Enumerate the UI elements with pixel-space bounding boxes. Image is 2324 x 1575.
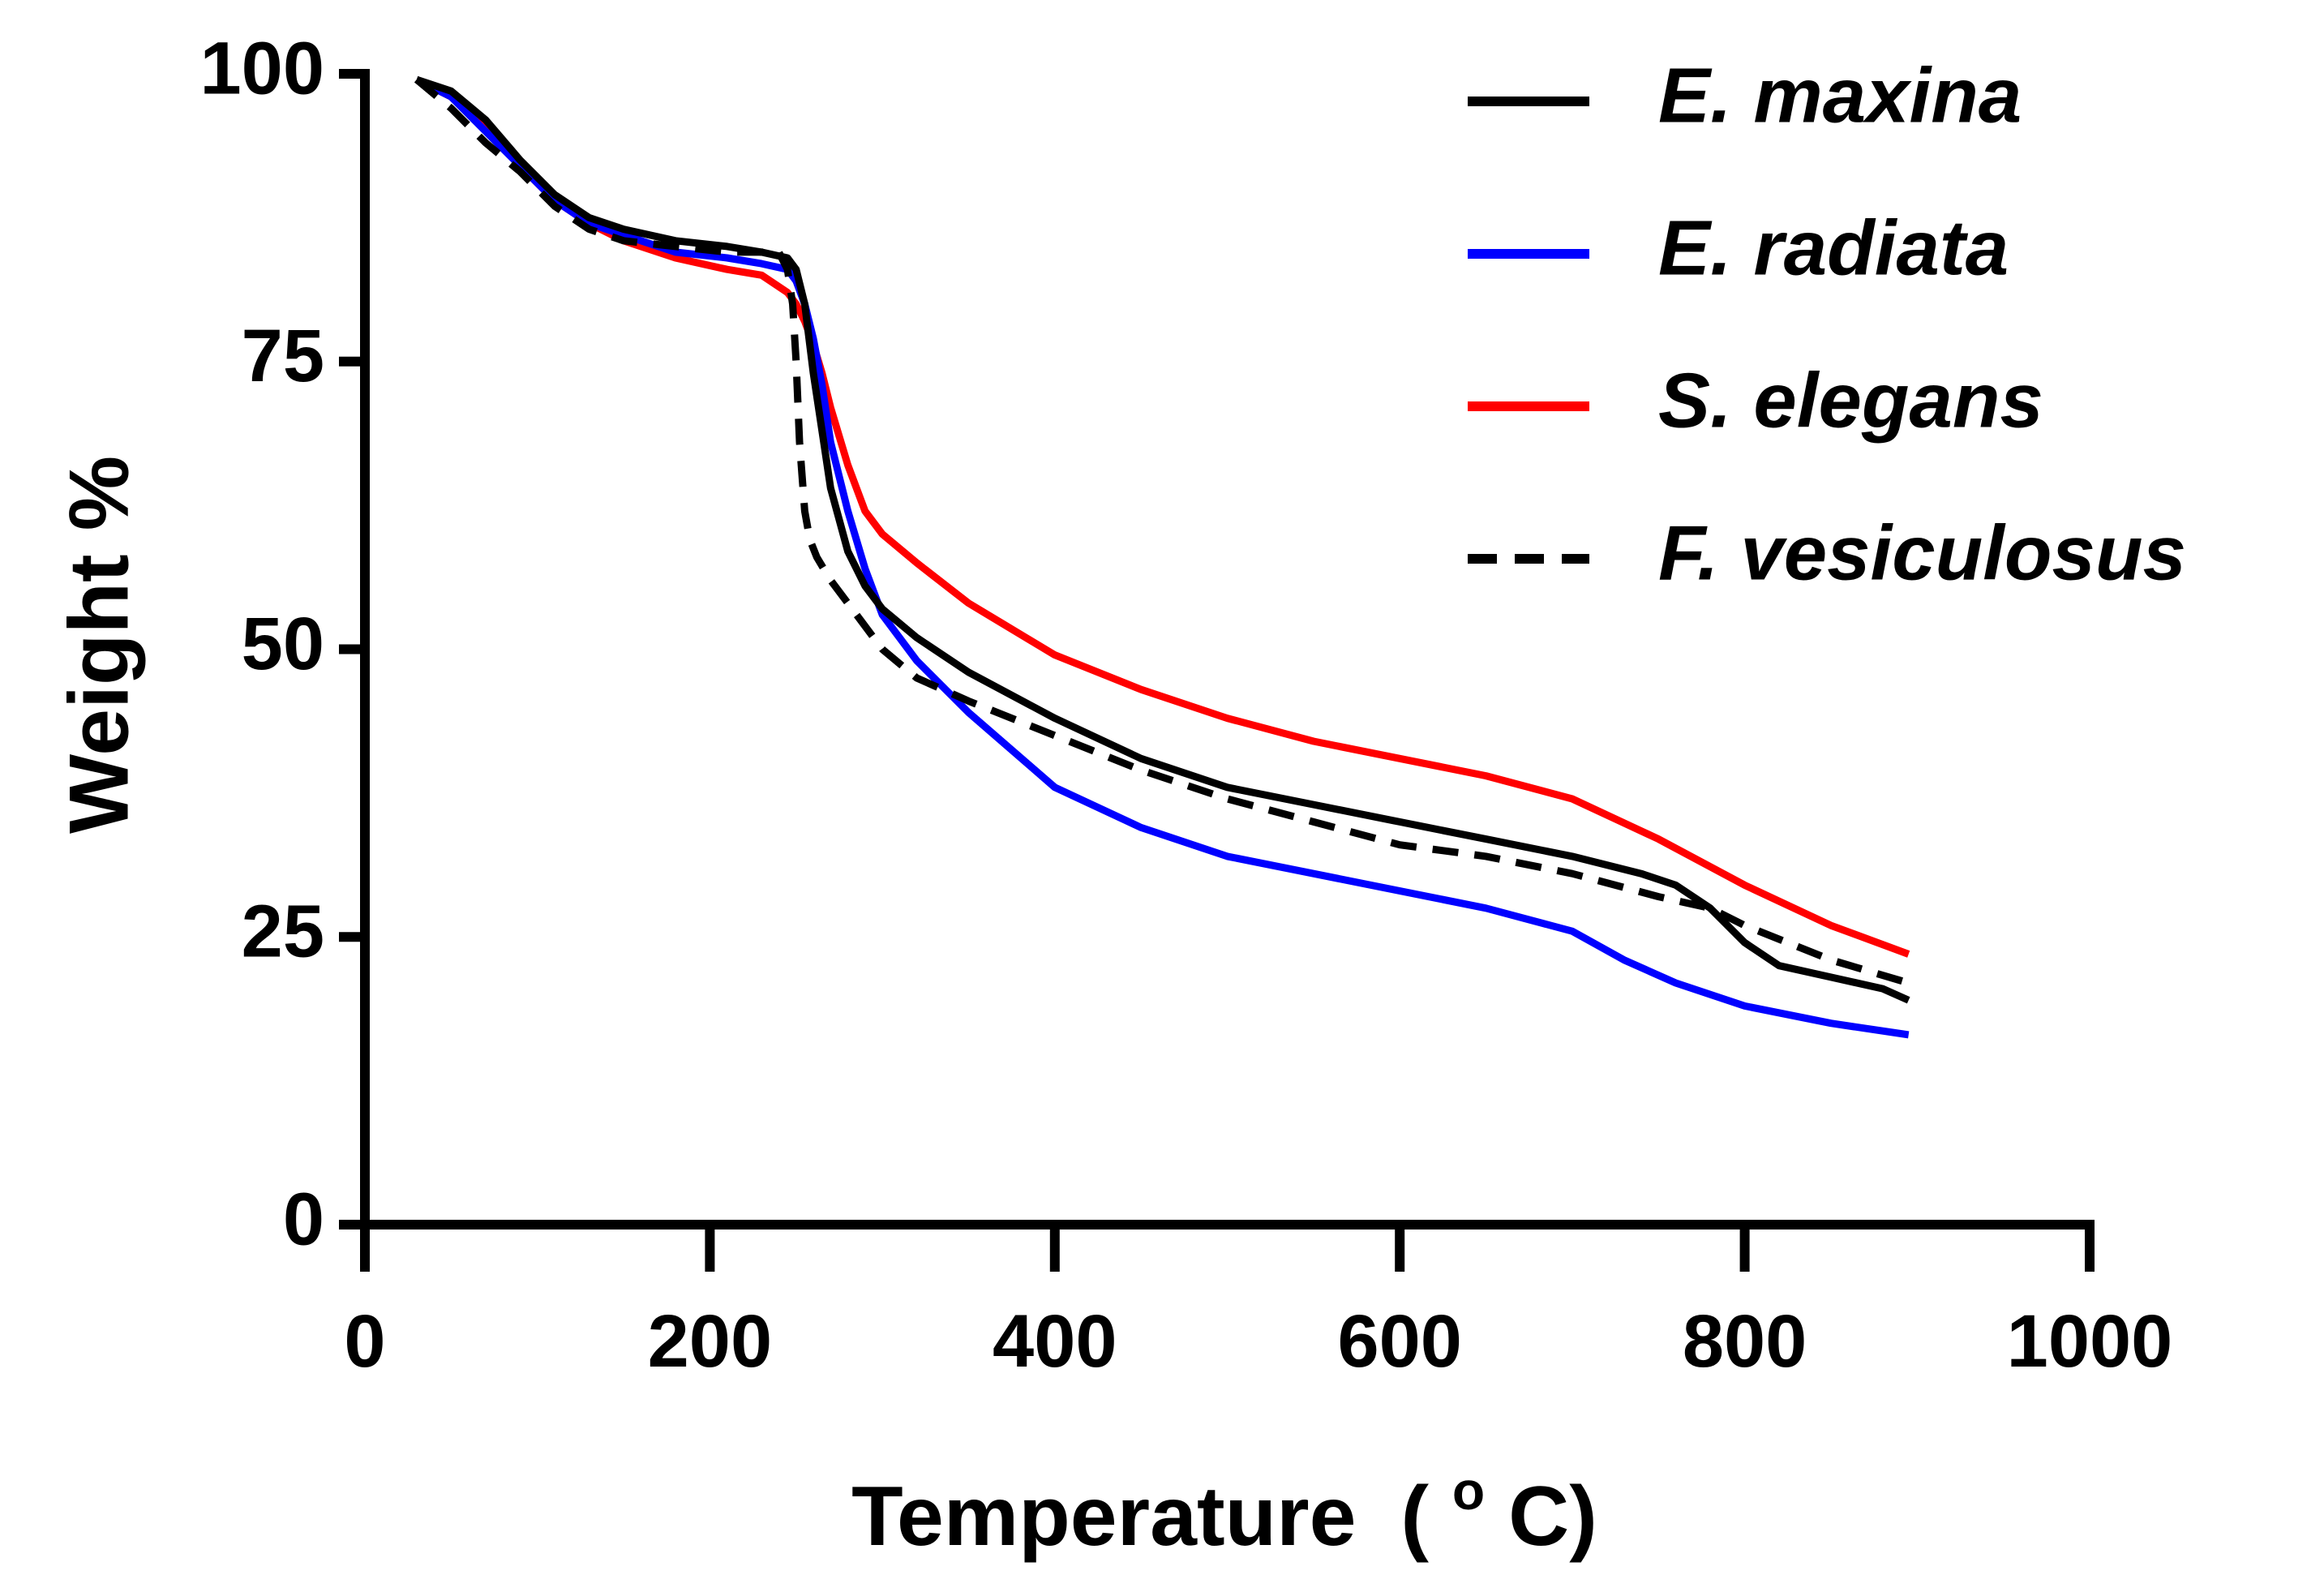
- x-axis-title: Temperature ( o C): [851, 1434, 1597, 1564]
- x-axis-unit-open: (: [1400, 1470, 1429, 1564]
- y-axis-title: Weight %: [52, 456, 146, 834]
- y-tick-label: 0: [283, 1178, 324, 1260]
- legend-label: F. vesiculosus: [1658, 509, 2186, 596]
- x-axis-ticks: 0 200 400 600 800 1000: [344, 1225, 2172, 1383]
- x-tick-label: 200: [648, 1300, 773, 1383]
- series-line-e-radiata: [414, 76, 1910, 1039]
- x-axis: 0 200 400 600 800 1000: [344, 1220, 2172, 1383]
- x-tick-label: 400: [993, 1300, 1117, 1383]
- legend-label: E. radiata: [1658, 204, 2009, 291]
- x-tick-label: 600: [1337, 1300, 1462, 1383]
- x-axis-title-text: Temperature: [851, 1470, 1356, 1564]
- legend: E. maxina E. radiata S. elegans F. vesiculo…: [1468, 52, 2186, 596]
- y-tick-label: 50: [242, 603, 324, 685]
- legend-label: S. elegans: [1658, 357, 2043, 444]
- series-line-e-maxina: [415, 75, 1910, 1004]
- x-tick-label: 1000: [2007, 1300, 2173, 1383]
- y-axis: 0 25 50 75 100: [200, 27, 370, 1260]
- series-line-f-vesiculosus: [414, 76, 1910, 987]
- y-tick-label: 100: [200, 27, 325, 109]
- x-tick-label: 800: [1683, 1300, 1807, 1383]
- plot-area: [414, 75, 1910, 1039]
- y-tick-label: 25: [242, 890, 324, 973]
- y-axis-ticks: 0 25 50 75 100: [200, 27, 365, 1260]
- y-tick-label: 75: [242, 315, 324, 397]
- legend-label: E. maxina: [1658, 52, 2022, 139]
- x-tick-label: 0: [344, 1300, 385, 1383]
- x-axis-unit-close: C): [1508, 1470, 1597, 1564]
- x-axis-unit-degree: o: [1452, 1461, 1485, 1521]
